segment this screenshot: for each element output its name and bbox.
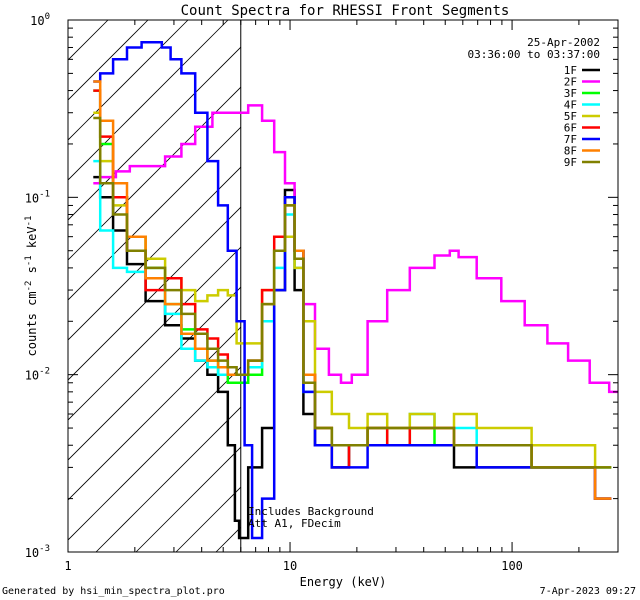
hatch-line bbox=[68, 20, 69, 21]
y-label-exp1: -2 bbox=[24, 281, 34, 292]
hatch-line bbox=[68, 20, 149, 101]
y-label-tail: keV bbox=[25, 226, 39, 255]
legend-label-3F: 3F bbox=[564, 87, 577, 100]
legend-label-2F: 2F bbox=[564, 76, 577, 89]
legend-label-8F: 8F bbox=[564, 145, 577, 158]
y-tick-base: 10 bbox=[25, 546, 39, 560]
hatch-line bbox=[68, 166, 241, 341]
hatch-line bbox=[68, 246, 241, 421]
hatched-region bbox=[68, 20, 241, 552]
y-tick-label: 10-3 bbox=[25, 544, 50, 560]
y-tick-base: 10 bbox=[25, 191, 39, 205]
y-label-mid: s bbox=[25, 266, 39, 280]
series-line-4F bbox=[93, 159, 612, 469]
hatch-line bbox=[68, 126, 241, 301]
y-tick-exp: -2 bbox=[39, 367, 50, 377]
y-tick-exp: -1 bbox=[39, 189, 50, 199]
hatch-line bbox=[68, 366, 241, 541]
y-tick-base: 10 bbox=[25, 369, 39, 383]
x-tick-label: 10 bbox=[283, 559, 297, 573]
plot-frame bbox=[67, 19, 619, 553]
legend-label-1F: 1F bbox=[564, 64, 577, 77]
y-tick-exp: -3 bbox=[39, 544, 50, 554]
time-range-label: 03:36:00 to 03:37:00 bbox=[468, 48, 600, 61]
annotation-background: Includes Background bbox=[248, 505, 374, 518]
y-tick-base: 10 bbox=[30, 14, 44, 28]
series-line-2F bbox=[93, 104, 618, 394]
annotation-attenuator: Att A1, FDecim bbox=[248, 517, 341, 530]
legend-label-9F: 9F bbox=[564, 156, 577, 169]
chart-title: Count Spectra for RHESSI Front Segments bbox=[181, 3, 510, 19]
y-tick-exp: 0 bbox=[45, 12, 50, 22]
x-tick-label: 1 bbox=[64, 559, 71, 573]
y-axis-label: counts cm-2 s-1 keV-1 bbox=[24, 216, 39, 357]
series-group bbox=[93, 40, 618, 540]
hatch-line bbox=[68, 206, 241, 381]
x-tick-label: 100 bbox=[501, 559, 523, 573]
y-label-main: counts cm bbox=[25, 291, 39, 356]
hatch-line bbox=[68, 286, 241, 461]
legend-label-6F: 6F bbox=[564, 122, 577, 135]
y-tick-label: 100 bbox=[30, 12, 50, 28]
axis-ticks bbox=[67, 19, 619, 553]
y-label-exp2: -1 bbox=[24, 255, 34, 266]
hatch-line bbox=[68, 20, 109, 61]
hatch-line bbox=[68, 326, 241, 501]
date-label: 25-Apr-2002 bbox=[527, 36, 600, 49]
footer-timestamp: 7-Apr-2023 09:27 bbox=[540, 586, 636, 597]
hatch-line bbox=[135, 446, 241, 552]
series-line-7F bbox=[93, 40, 612, 540]
hatch-line bbox=[95, 406, 241, 552]
hatch-line bbox=[68, 46, 241, 221]
series-line-9F bbox=[93, 116, 612, 469]
y-tick-label: 10-1 bbox=[25, 189, 50, 205]
hatch-line bbox=[68, 20, 229, 181]
x-tick-labels: 1 10 100 bbox=[64, 559, 523, 573]
x-axis-label: Energy (keV) bbox=[300, 575, 387, 589]
y-label-exp3: -1 bbox=[24, 216, 34, 227]
y-tick-label: 10-2 bbox=[25, 367, 50, 383]
footer-generated-by: Generated by hsi_min_spectra_plot.pro bbox=[2, 586, 225, 597]
legend-label-5F: 5F bbox=[564, 110, 577, 123]
legend-label-7F: 7F bbox=[564, 133, 577, 146]
hatch-line bbox=[68, 86, 241, 261]
legend-label-4F: 4F bbox=[564, 99, 577, 112]
